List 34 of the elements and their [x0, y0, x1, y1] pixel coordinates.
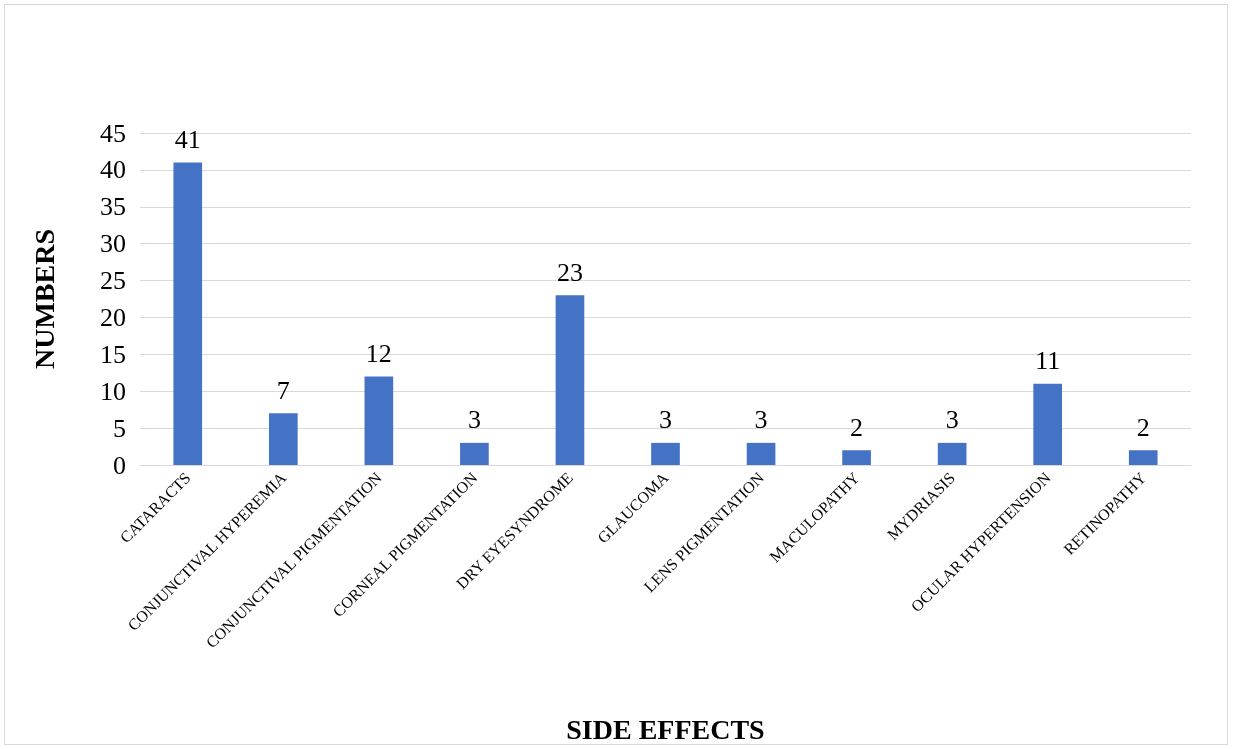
bar	[364, 376, 394, 465]
data-label: 23	[556, 257, 583, 287]
bar	[746, 442, 776, 465]
y-tick-label: 20	[100, 302, 126, 332]
bar	[842, 450, 871, 465]
data-label: 3	[945, 405, 959, 435]
y-tick-label: 35	[100, 192, 126, 222]
bar	[1033, 383, 1063, 465]
bar	[1128, 450, 1158, 465]
bar	[555, 295, 585, 465]
y-tick-label: 40	[100, 155, 126, 185]
data-label: 3	[659, 405, 672, 435]
bar	[268, 413, 298, 465]
y-tick-label: 30	[100, 229, 126, 259]
y-tick-label: 5	[113, 413, 126, 443]
bar	[937, 442, 967, 465]
data-label: 7	[276, 375, 290, 405]
data-label: 3	[754, 405, 768, 435]
data-label: 12	[365, 338, 392, 368]
y-tick-label: 45	[100, 118, 126, 148]
data-label: 41	[174, 125, 201, 155]
bar	[651, 442, 680, 465]
y-axis-title: NUMBERS	[28, 228, 60, 370]
bar	[173, 162, 203, 465]
x-axis-title: SIDE EFFECTS	[566, 713, 765, 745]
y-tick-label: 25	[100, 266, 126, 296]
data-label: 11	[1035, 346, 1061, 376]
y-tick-label: 10	[100, 376, 126, 406]
data-label: 2	[1136, 412, 1150, 442]
data-label: 2	[850, 412, 864, 442]
y-tick-label: 15	[100, 339, 126, 369]
bar	[460, 442, 489, 465]
y-tick-label: 0	[113, 450, 126, 480]
data-label: 3	[467, 405, 481, 435]
